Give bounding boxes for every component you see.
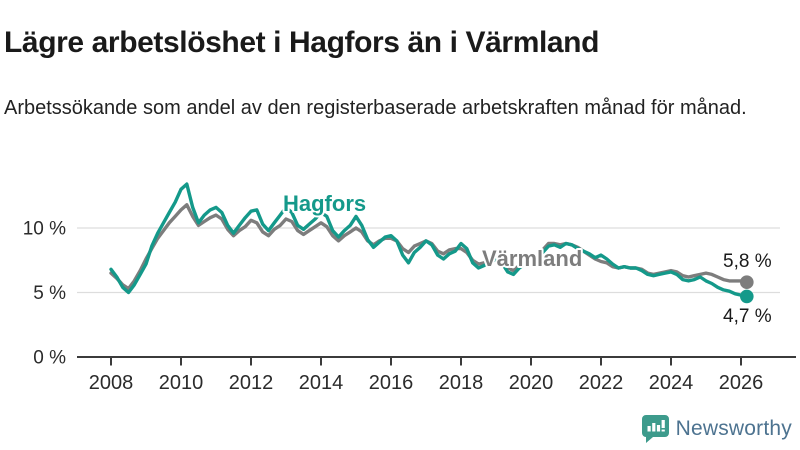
series-label-hagfors: Hagfors — [283, 191, 366, 216]
end-dot-hagfors — [740, 289, 754, 304]
series-label-varmland: Värmland — [482, 246, 582, 271]
chart-subtitle: Arbetssökande som andel av den registerb… — [4, 97, 747, 119]
end-value-label-hagfors: 4,7 % — [723, 306, 772, 327]
end-value-label-varmland: 5,8 % — [723, 251, 772, 272]
page-title: Lägre arbetslöshet i Hagfors än i Värmla… — [4, 26, 600, 60]
unemployment-line-chart: 2008 2010 2012 2014 2016 2018 2020 2022 2024 2026… — [23, 182, 796, 394]
x-tick-label-2016: 2016 — [369, 372, 414, 394]
x-tick-label-2014: 2014 — [299, 372, 344, 394]
x-tick-label-2022: 2022 — [579, 372, 624, 394]
y-tick-label-5: 5 % — [33, 283, 66, 304]
x-tick-label-2018: 2018 — [439, 372, 484, 394]
x-tick-label-2020: 2020 — [509, 372, 554, 394]
x-tick-label-2010: 2010 — [159, 372, 204, 394]
x-tick-label-2024: 2024 — [649, 372, 694, 394]
y-axis-ticks: 0 % 5 % 10 % — [23, 219, 66, 369]
y-tick-label-10: 10 % — [23, 219, 66, 240]
x-axis-ticks: 2008 2010 2012 2014 2016 2018 2020 2022 2024 2026 — [89, 357, 764, 394]
x-tick-label-2008: 2008 — [89, 372, 134, 394]
newsworthy-logo-text: Newsworthy — [675, 417, 792, 440]
y-tick-label-0: 0 % — [33, 348, 66, 369]
newsworthy-logo-icon — [641, 415, 669, 443]
x-tick-label-2026: 2026 — [719, 372, 764, 394]
x-tick-label-2012: 2012 — [229, 372, 274, 394]
line-hagfors — [109, 182, 749, 299]
series-lines — [109, 182, 754, 304]
end-dot-värmland — [740, 275, 754, 290]
newsworthy-logo: Newsworthy — [641, 414, 792, 444]
gridlines — [77, 227, 780, 294]
